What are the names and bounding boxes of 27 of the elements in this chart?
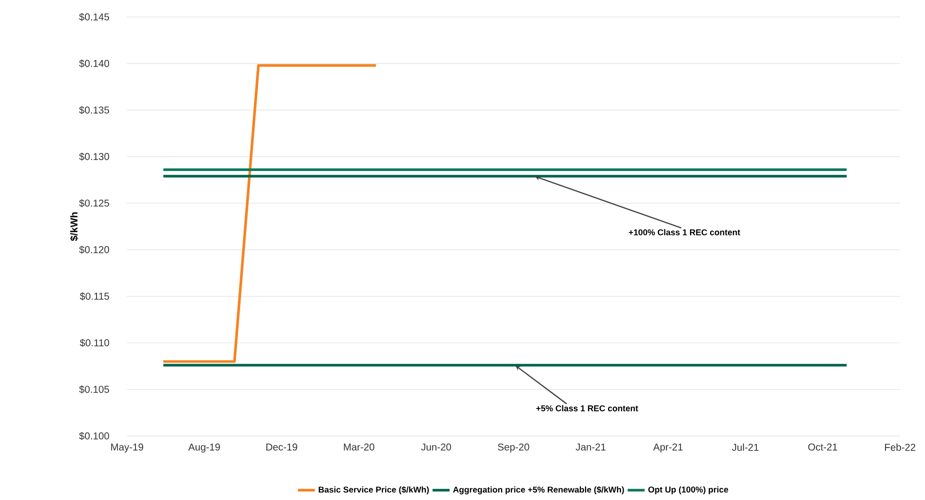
y-axis-title: $/kWh — [70, 212, 78, 242]
y-tick-label: $0.115 — [80, 292, 110, 300]
x-tick-label: May-19 — [111, 444, 144, 453]
y-tick-label: $0.100 — [79, 432, 110, 440]
y-tick-label: $0.125 — [79, 199, 110, 208]
y-tick-label: $0.110 — [80, 338, 110, 347]
x-tick-label: Aug-19 — [188, 444, 220, 453]
legend-label: Aggregation price +5% Renewable ($/kWh) — [453, 486, 624, 494]
y-tick-label: $0.105 — [79, 385, 110, 394]
x-tick-label: Dec-19 — [266, 444, 298, 451]
annotation: +5% Class 1 REC content — [536, 405, 638, 412]
legend-label: Basic Service Price ($/kWh) — [318, 486, 429, 494]
y-tick-label: $0.140 — [79, 60, 110, 68]
x-tick-label: Jul-21 — [732, 444, 758, 451]
x-tick-label: Jun-20 — [421, 444, 452, 451]
x-tick-label: Apr-21 — [653, 444, 683, 453]
x-tick-label: Oct-21 — [808, 444, 838, 451]
y-tick-label: $0.145 — [79, 12, 110, 22]
y-tick-label: $0.120 — [79, 246, 110, 254]
legend-label: Opt Up (100%) price — [648, 486, 728, 494]
annotation: +100% Class 1 REC content — [628, 229, 740, 236]
y-tick-label: $0.135 — [79, 106, 110, 114]
y-tick-label: $0.130 — [79, 152, 110, 161]
x-tick-label: Feb-22 — [885, 444, 916, 451]
x-tick-label: Mar-20 — [344, 444, 374, 451]
x-tick-label: Jan-21 — [576, 444, 606, 451]
x-tick-label: Sep-20 — [498, 444, 530, 453]
